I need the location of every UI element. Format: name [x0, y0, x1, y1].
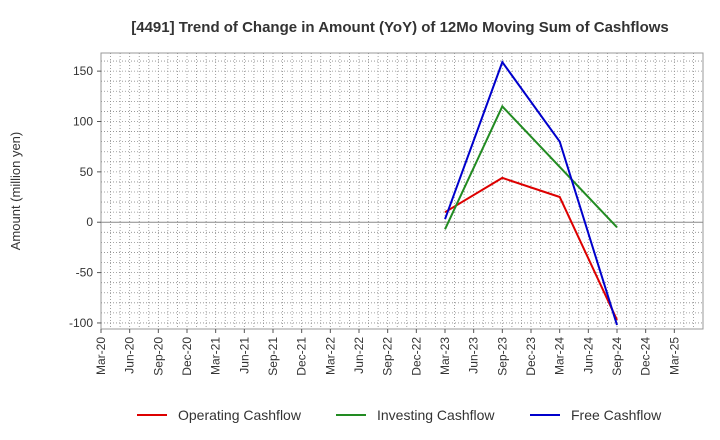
series-line-investing-cashflow [444, 104, 618, 230]
x-tick-label: Mar-24 [553, 337, 567, 375]
y-tick-label: 0 [86, 215, 93, 229]
series-line-free-cashflow [444, 59, 618, 326]
chart-title: [4491] Trend of Change in Amount (YoY) o… [131, 19, 669, 36]
x-tick-label: Jun-24 [581, 337, 595, 374]
x-tick-label: Dec-23 [524, 337, 538, 376]
y-tick-label: 50 [80, 165, 94, 179]
x-tick-label: Mar-21 [209, 337, 223, 375]
y-tick-label: 100 [73, 114, 93, 128]
series-line-operating-cashflow [444, 176, 618, 321]
legend: Operating Cashflow Investing Cashflow Free… [137, 407, 662, 423]
y-tick-label: 150 [73, 64, 93, 78]
x-tick-label: Mar-25 [667, 337, 681, 375]
grid [100, 52, 704, 330]
legend-label-operating-cashflow: Operating Cashflow [178, 407, 302, 423]
series-lines [444, 59, 618, 326]
legend-label-investing-cashflow: Investing Cashflow [377, 407, 495, 423]
x-tick-label: Mar-22 [323, 337, 337, 375]
x-tick-label: Sep-23 [495, 337, 509, 376]
x-tick-label: Jun-21 [237, 337, 251, 374]
x-tick-label: Dec-22 [409, 337, 423, 376]
x-tick-label: Mar-20 [94, 337, 108, 375]
legend-label-free-cashflow: Free Cashflow [571, 407, 662, 423]
y-tick-label: -50 [76, 266, 94, 280]
x-tick-label: Sep-24 [610, 337, 624, 376]
x-tick-label: Dec-24 [639, 337, 653, 376]
x-tick-label: Sep-20 [151, 337, 165, 376]
x-tick-label: Dec-20 [180, 337, 194, 376]
y-axis-label: Amount (million yen) [8, 132, 23, 251]
x-tick-label: Jun-20 [123, 337, 137, 374]
x-tick-label: Sep-21 [266, 337, 280, 376]
x-tick-label: Dec-21 [295, 337, 309, 376]
x-tick-label: Jun-22 [352, 337, 366, 374]
x-tick-label: Mar-23 [438, 337, 452, 375]
x-tick-label: Jun-23 [467, 337, 481, 374]
x-tick-label: Sep-22 [381, 337, 395, 376]
plot-area [100, 52, 704, 330]
y-tick-label: -100 [69, 316, 93, 330]
